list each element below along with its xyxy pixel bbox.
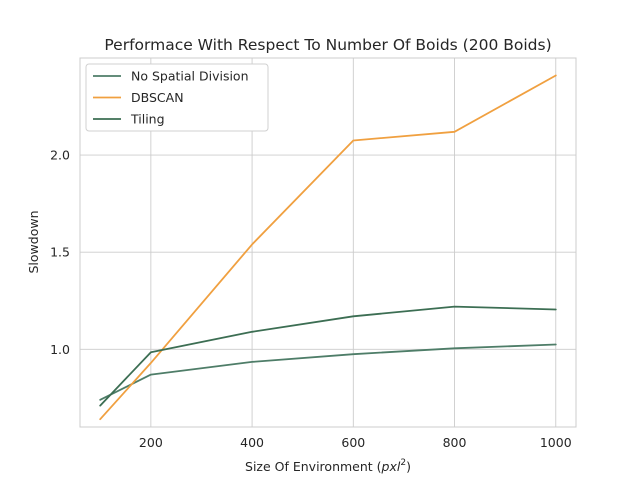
y-tick-label: 1.0	[50, 342, 70, 357]
x-tick-label: 600	[341, 435, 365, 450]
x-axis-label-close: )	[406, 459, 411, 474]
legend-label: DBSCAN	[131, 90, 184, 105]
series-line	[99, 305, 557, 407]
x-axis-label-text: Size Of Environment (	[245, 459, 382, 474]
y-tick-label: 2.0	[50, 148, 70, 163]
x-axis-label-exponent: 2	[400, 458, 406, 468]
legend-box	[85, 63, 269, 132]
chart-title: Performace With Respect To Number Of Boi…	[104, 36, 551, 54]
series-lines	[99, 74, 557, 421]
legend-label: No Spatial Division	[131, 69, 249, 84]
y-axis-label: Slowdown	[26, 210, 41, 273]
series-line	[99, 74, 557, 421]
x-axis-label-unit: pxl	[381, 459, 401, 474]
x-tick-label: 1000	[540, 435, 572, 450]
y-tick-label: 1.5	[50, 245, 70, 260]
x-tick-label: 800	[443, 435, 467, 450]
legend-label: Tiling	[130, 112, 165, 127]
tick-labels: 200 400 600 800 1000 1.0 1.5 2.0	[50, 148, 572, 450]
legend: No Spatial Division DBSCAN Tiling	[85, 63, 269, 132]
x-tick-label: 200	[139, 435, 163, 450]
series-line	[99, 343, 557, 401]
x-axis-label: Size Of Environment (pxl2)	[245, 458, 411, 474]
plot-frame	[79, 57, 577, 428]
x-tick-label: 400	[240, 435, 264, 450]
